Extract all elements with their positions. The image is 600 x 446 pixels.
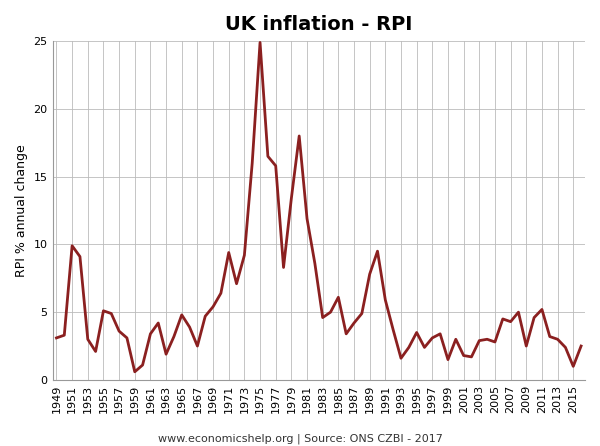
Text: www.economicshelp.org | Source: ONS CZBI - 2017: www.economicshelp.org | Source: ONS CZBI… (158, 433, 442, 444)
Y-axis label: RPI % annual change: RPI % annual change (15, 144, 28, 277)
Title: UK inflation - RPI: UK inflation - RPI (225, 15, 412, 34)
